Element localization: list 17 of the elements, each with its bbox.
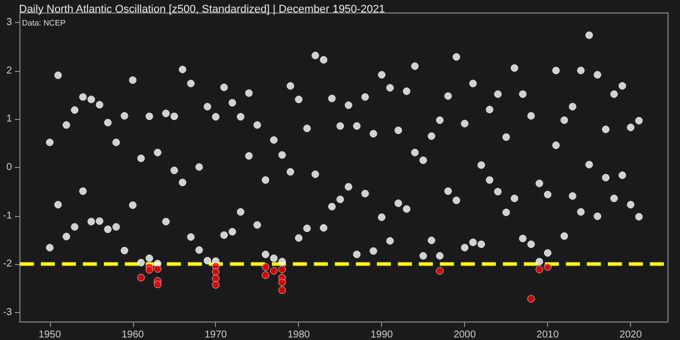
x-tick-label: 1980 [288,330,310,340]
x-tick-label: 2000 [454,330,476,340]
y-tick-label: -3 [2,306,12,318]
y-tick-label: -1 [2,210,12,222]
x-tick-label: 1950 [38,330,62,340]
y-tick-label: 3 [6,17,12,28]
annotation: Data: NCEP [22,18,66,28]
x-tick-label: 2020 [620,330,642,340]
x-tick-label: 1960 [122,330,144,340]
y-tick-label: 0 [6,162,12,173]
y-tick-label: -2 [2,258,12,270]
x-tick-label: 1990 [370,330,394,340]
x-tick-label: 2010 [536,330,560,340]
chart-title: Daily North Atlantic Oscillation [z500, Standardized] | December 1950-2021 [19,4,386,16]
y-tick-label: 1 [6,114,12,125]
y-tick-label: 2 [6,65,12,76]
x-tick-label: 1970 [204,330,228,340]
